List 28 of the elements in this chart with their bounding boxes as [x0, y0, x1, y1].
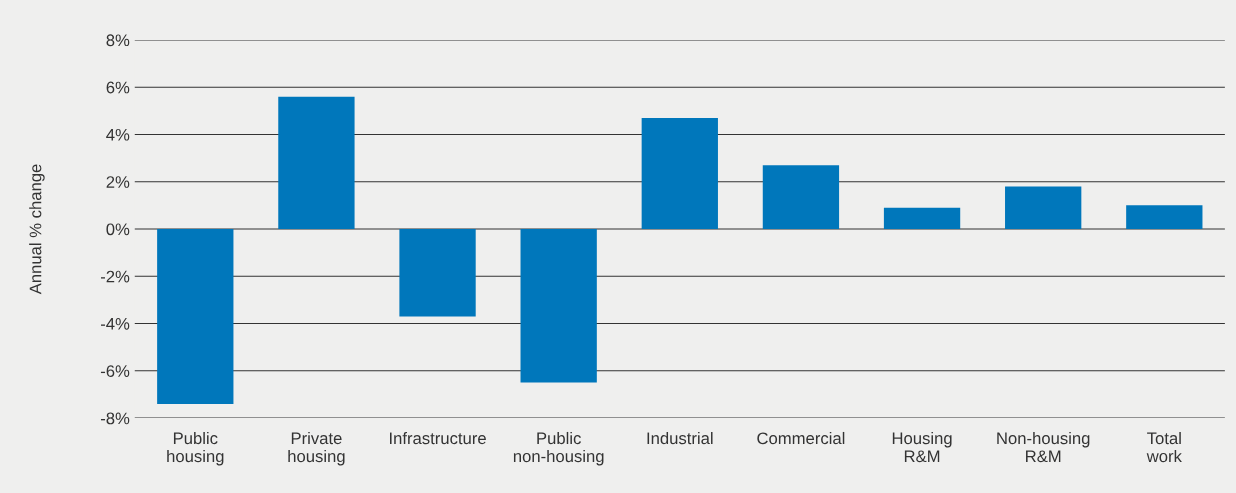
- bar: [278, 96, 355, 229]
- x-tick-label: Commercial: [757, 431, 845, 445]
- y-axis-title: Annual % change: [29, 164, 45, 295]
- y-tick-label: -8%: [100, 412, 130, 425]
- y-tick-label: -2%: [100, 270, 130, 283]
- x-tick-label: Private housing: [288, 431, 345, 466]
- bar: [520, 229, 597, 383]
- x-tick-label: Total work: [1146, 431, 1182, 463]
- y-tick-label: -6%: [100, 365, 130, 377]
- x-tick-label: Industrial: [647, 431, 713, 445]
- x-tick-label: Infrastructure: [389, 431, 486, 445]
- y-tick-label: -4%: [100, 318, 130, 330]
- y-tick-label: 0%: [106, 223, 130, 236]
- y-tick-label: 6%: [106, 81, 130, 94]
- x-tick-label: Public non-housing: [513, 431, 604, 466]
- bar: [157, 229, 234, 404]
- bar: [1126, 205, 1203, 229]
- x-tick-label: Non-housing R&M: [997, 431, 1090, 463]
- bar: [883, 207, 961, 229]
- x-tick-label: Public housing: [167, 431, 224, 466]
- bar: [399, 229, 476, 317]
- bar: [641, 117, 718, 229]
- y-tick-label: 8%: [106, 34, 130, 47]
- bar: [1005, 186, 1082, 229]
- y-tick-label: 4%: [106, 128, 130, 141]
- x-tick-label: Housing R&M: [892, 431, 952, 463]
- bar: [762, 165, 840, 229]
- y-tick-label: 2%: [106, 176, 130, 188]
